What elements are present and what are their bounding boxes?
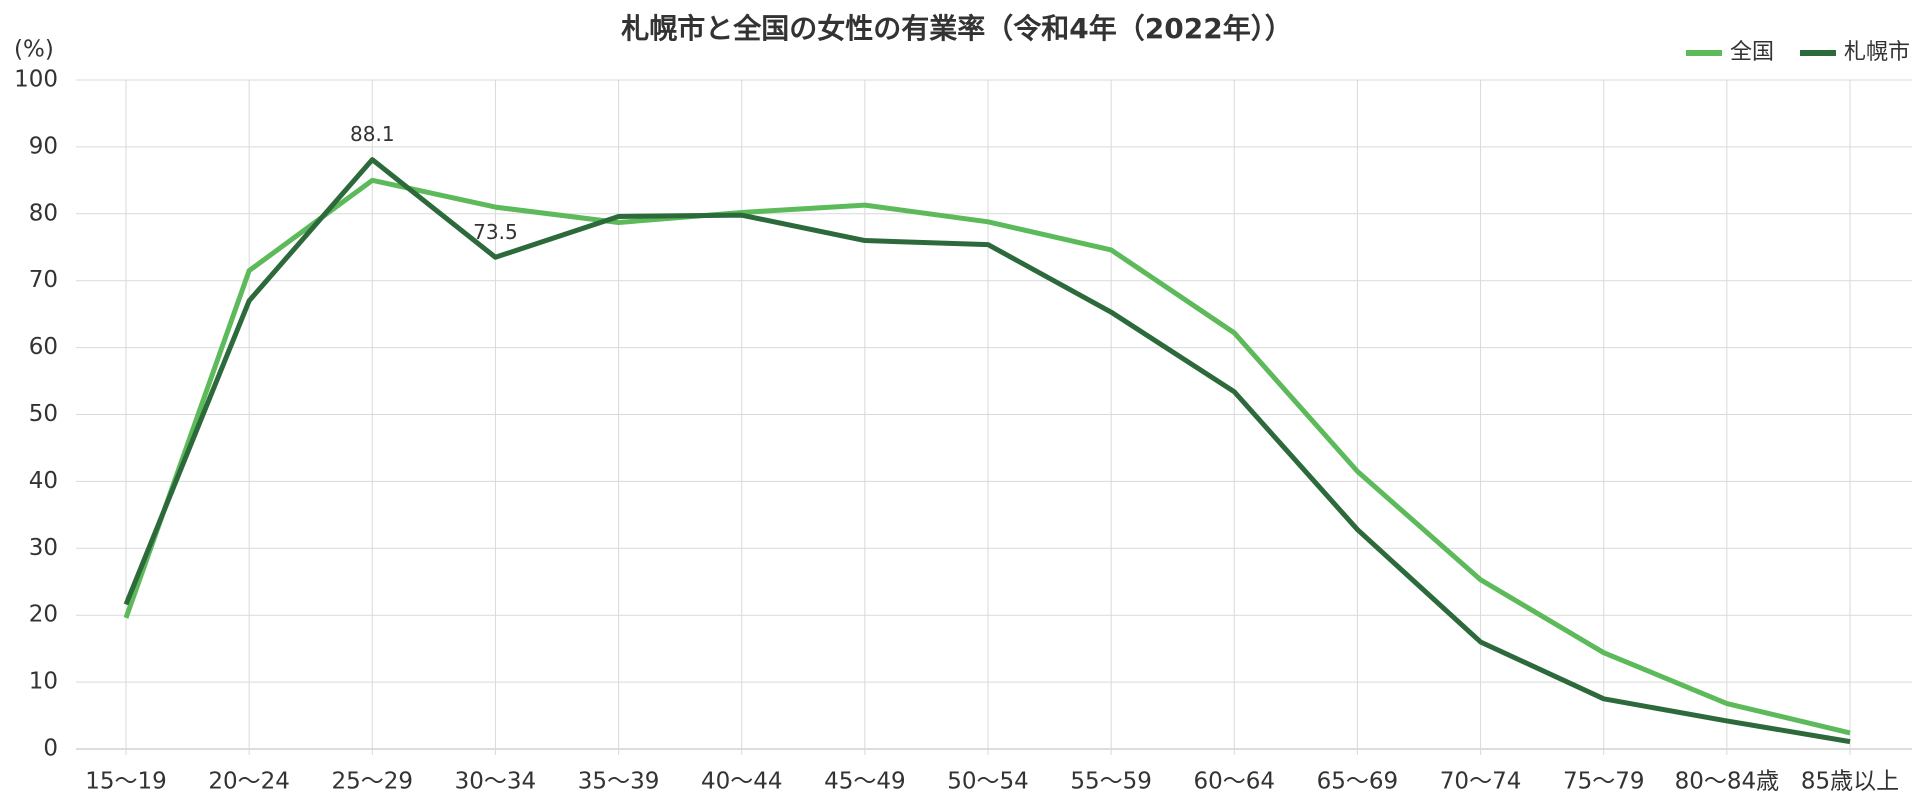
y-tick-label: 80 <box>29 200 58 226</box>
y-tick-label: 100 <box>14 67 58 93</box>
x-tick-label: 15～19 <box>85 769 167 795</box>
series-line <box>123 157 1851 745</box>
y-tick-label: 0 <box>43 736 58 762</box>
y-tick-label: 90 <box>29 133 58 159</box>
x-tick-label: 80～84歳 <box>1675 769 1780 795</box>
y-tick-label: 40 <box>29 468 58 494</box>
y-tick-label: 30 <box>29 535 58 561</box>
data-label: 88.1 <box>350 122 395 146</box>
x-tick-label: 35～39 <box>578 769 660 795</box>
y-tick-label: 10 <box>29 669 58 695</box>
x-tick-label: 75～79 <box>1563 769 1645 795</box>
x-tick-label: 30～34 <box>455 769 537 795</box>
x-tick-label: 85歳以上 <box>1801 769 1899 795</box>
y-tick-label: 50 <box>29 401 58 427</box>
x-tick-label: 55～59 <box>1070 769 1152 795</box>
legend-label: 札幌市 <box>1844 40 1910 65</box>
legend-label: 全国 <box>1730 40 1774 65</box>
x-tick-label: 60～64 <box>1194 769 1276 795</box>
y-tick-label: 60 <box>29 334 58 360</box>
y-tick-label: 20 <box>29 602 58 628</box>
chart-title: 札幌市と全国の女性の有業率（令和4年（2022年）） <box>621 12 1292 45</box>
x-tick-label: 20～24 <box>208 769 290 795</box>
x-tick-label: 70～74 <box>1440 769 1522 795</box>
y-unit-label: (%) <box>14 37 54 63</box>
y-tick-label: 70 <box>29 267 58 293</box>
x-tick-label: 25～29 <box>332 769 414 795</box>
data-label: 73.5 <box>473 220 518 244</box>
x-tick-label: 50～54 <box>947 769 1029 795</box>
x-tick-label: 45～49 <box>824 769 906 795</box>
x-tick-label: 65～69 <box>1317 769 1399 795</box>
x-tick-label: 40～44 <box>701 769 783 795</box>
